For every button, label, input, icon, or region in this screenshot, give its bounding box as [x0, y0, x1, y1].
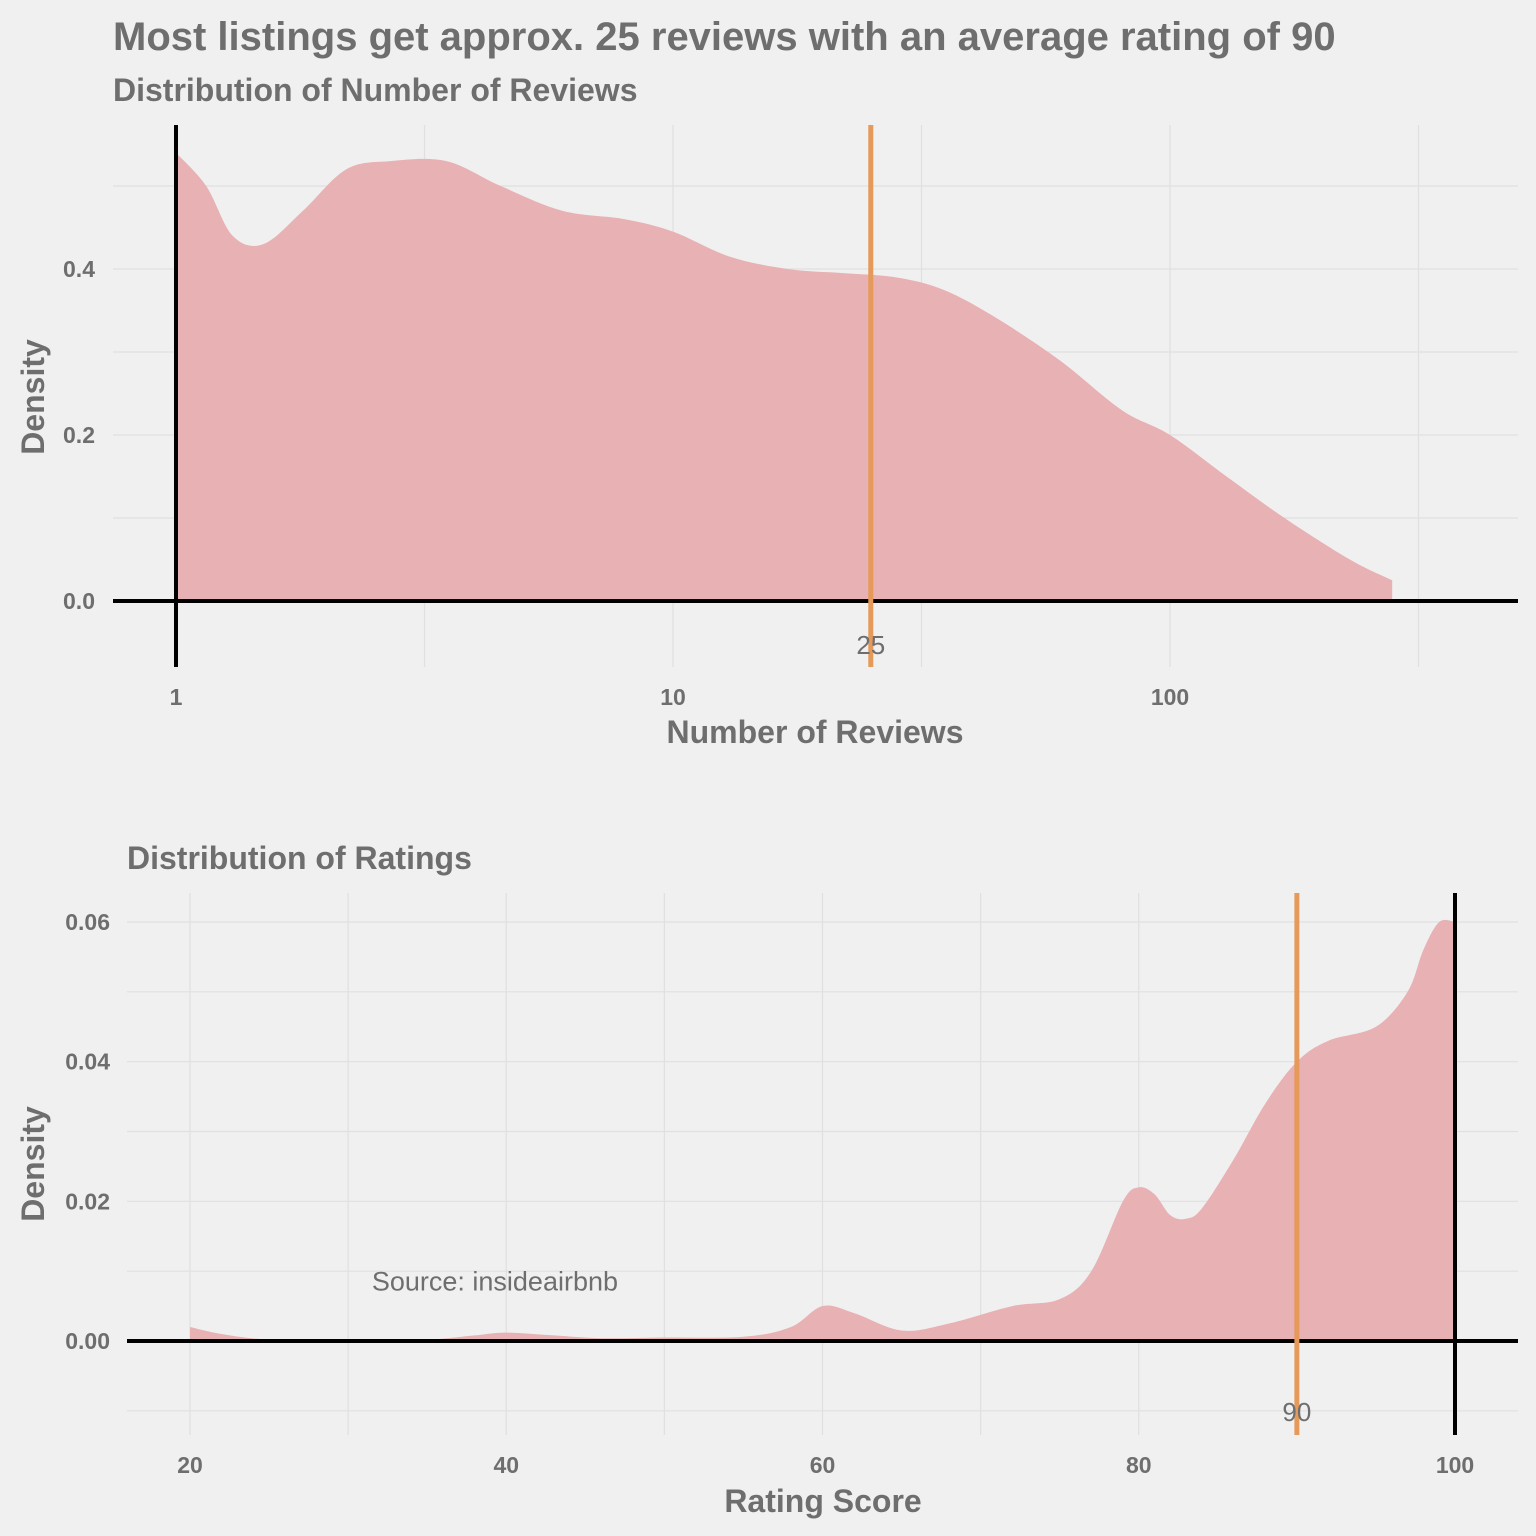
reviews-y-tick-label: 0.2	[63, 422, 95, 448]
ratings-x-tick-label: 100	[1436, 1452, 1474, 1478]
ratings-axis-lines	[127, 893, 1518, 1435]
ratings-density-panel: Distribution of Ratings 90 Source: insid…	[15, 840, 1518, 1519]
reviews-y-tick-labels: 0.0 0.2 0.4	[63, 256, 95, 614]
ratings-y-tick-labels: 0.00 0.02 0.04 0.06	[65, 909, 110, 1354]
ratings-y-tick-label: 0.02	[65, 1188, 110, 1214]
ratings-mean-label: 90	[1282, 1397, 1311, 1427]
reviews-y-tick-label: 0.0	[63, 588, 95, 614]
figure-title: Most listings get approx. 25 reviews wit…	[113, 15, 1336, 59]
ratings-y-tick-label: 0.00	[65, 1328, 110, 1354]
ratings-x-tick-labels: 20 40 60 80 100	[177, 1452, 1474, 1478]
reviews-y-axis-title: Density	[15, 339, 51, 455]
source-caption: Source: insideairbnb	[372, 1267, 618, 1297]
ratings-x-tick-label: 20	[177, 1452, 203, 1478]
reviews-density-area	[176, 152, 1393, 602]
ratings-y-tick-label: 0.04	[65, 1049, 110, 1075]
reviews-x-axis-title: Number of Reviews	[667, 714, 964, 750]
ratings-x-tick-label: 40	[493, 1452, 519, 1478]
reviews-y-tick-label: 0.4	[63, 256, 95, 282]
reviews-x-tick-label: 10	[660, 684, 686, 710]
panel-title-reviews: Distribution of Number of Reviews	[113, 72, 637, 108]
reviews-x-tick-label: 1	[170, 684, 183, 710]
ratings-y-axis-title: Density	[15, 1106, 51, 1222]
ratings-y-tick-label: 0.06	[65, 909, 110, 935]
reviews-x-tick-labels: 1 10 100	[170, 684, 1190, 710]
reviews-mean-label: 25	[856, 630, 885, 660]
reviews-axis-lines	[113, 125, 1518, 667]
reviews-x-tick-label: 100	[1151, 684, 1189, 710]
reviews-density-panel: Distribution of Number of Reviews 25 0.0…	[15, 72, 1518, 750]
panel-title-ratings: Distribution of Ratings	[127, 840, 472, 876]
ratings-x-tick-label: 80	[1126, 1452, 1152, 1478]
ratings-x-tick-label: 60	[810, 1452, 836, 1478]
ratings-x-axis-title: Rating Score	[724, 1483, 921, 1519]
ratings-density-area	[190, 919, 1455, 1341]
